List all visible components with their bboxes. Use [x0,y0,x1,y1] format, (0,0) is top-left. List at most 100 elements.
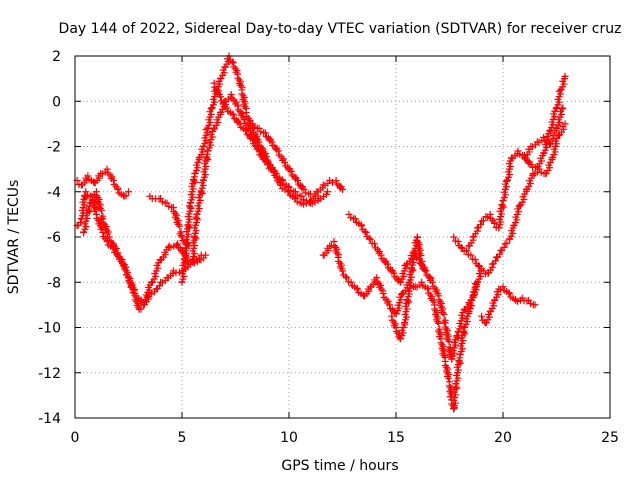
data-point [174,240,182,248]
data-point-interp [98,206,106,214]
plot-frame [74,55,611,419]
data-point-interp [444,336,452,344]
data-point-interp [241,103,249,111]
data-point [294,176,302,184]
data-point [362,228,370,236]
data-point [339,267,346,275]
x-axis-label: GPS time / hours [281,458,398,474]
data-point [358,222,366,230]
data-point [242,127,250,135]
data-point-interp [496,250,504,258]
data-point [540,133,548,141]
data-point [240,115,248,123]
data-point [202,251,210,259]
data-point [236,120,244,128]
data-point [467,251,475,259]
y-tick-label: -12 [38,366,61,382]
data-point-interp [492,257,500,265]
data-point-interp [421,266,429,274]
data-point-interp [176,222,184,230]
data-point [324,188,332,196]
series-track-h [249,120,314,198]
data-point [229,111,237,119]
data-point-interp [457,243,465,251]
data-point-interp [137,305,145,313]
data-point-interp [118,256,126,264]
chart-title: Day 144 of 2022, Sidereal Day-to-day VTE… [59,21,622,37]
y-tick-label: -6 [47,230,61,246]
data-point-interp [119,262,127,270]
data-point-interp [439,309,447,317]
data-point [561,72,569,80]
data-point-interp [121,264,129,272]
data-point-interp [342,273,350,281]
data-point [343,274,351,282]
data-point-interp [114,253,122,261]
data-point-interp [116,254,124,262]
data-point [454,238,462,246]
data-point [351,215,359,223]
y-axis-label: SDTVAR / TECUs [6,180,22,295]
data-point-interp [435,319,443,327]
data-point [264,161,272,169]
data-point [418,260,426,268]
series-track-d [146,192,192,250]
data-point [371,240,379,248]
data-point-interp [177,232,185,240]
data-point [531,301,539,309]
data-point [463,247,471,255]
data-point-interp [361,228,369,236]
data-point-interp [365,234,373,242]
data-point-interp [498,200,506,208]
data-point [210,79,218,87]
y-tick-label: -4 [47,185,61,201]
data-point-interp [329,178,337,186]
data-point-interp [233,66,241,74]
series-track-o [520,104,567,162]
data-point [426,274,434,282]
data-point-interp [479,217,487,225]
data-point-interp [487,214,495,222]
data-point-interp [453,332,461,340]
data-point-interp [445,374,453,382]
data-point [227,90,235,98]
data-point-interp [391,320,399,328]
data-point [157,195,165,203]
data-point [249,136,257,144]
series-track-c [80,188,210,307]
data-point-interp [207,105,215,113]
data-point [82,188,90,196]
x-tick-labels: 0 5 10 15 20 25 [71,430,619,446]
data-point-interp [425,273,433,281]
data-point [386,301,394,309]
grid-lines [75,56,610,418]
data-point [332,176,340,184]
data-point [114,185,122,193]
data-point [347,278,355,286]
data-point [105,233,113,241]
x-tick-label: 10 [280,430,298,446]
x-tick-label: 20 [494,430,512,446]
data-point [345,210,353,218]
data-point-interp [503,239,511,247]
data-point [163,199,171,207]
y-tick-labels: 2 0 -2 -4 -6 -8 -10 -12 -14 [38,49,61,427]
data-point [84,172,92,180]
y-tick-label: -14 [38,411,61,427]
data-point-interp [453,384,461,392]
data-point-interp [117,257,125,265]
data-point-interp [174,220,182,228]
data-point [428,278,436,286]
data-point [383,260,391,268]
data-point [490,219,498,227]
data-point [471,256,479,264]
data-point-interp [440,310,448,318]
x-tick-label: 15 [387,430,405,446]
data-point-interp [417,252,425,260]
data-point [131,290,139,298]
series-track-n [478,283,539,327]
y-tick-label: 2 [52,49,61,65]
data-point [234,102,242,110]
data-point [339,185,346,193]
data-point-interp [440,318,448,326]
